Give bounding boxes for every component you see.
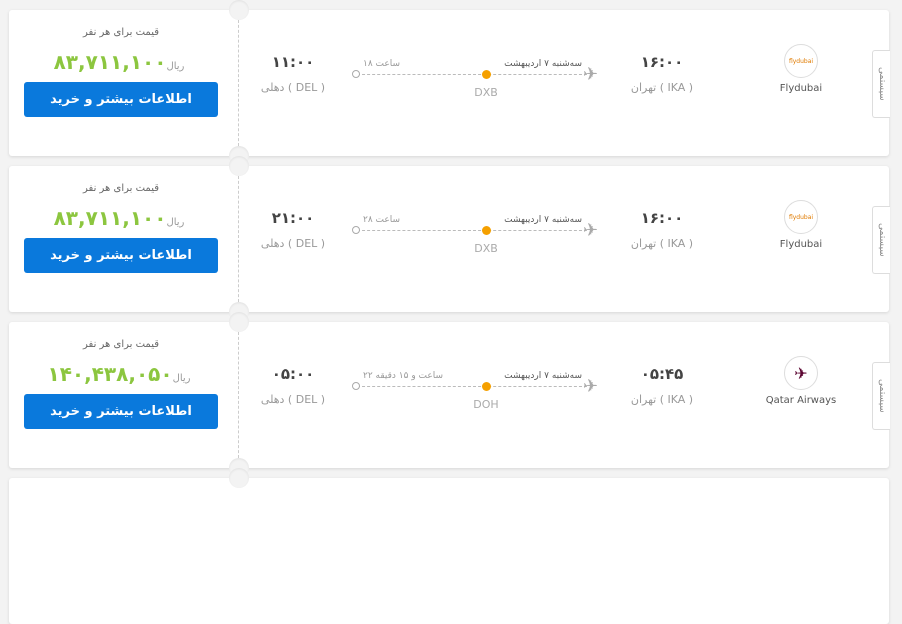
airline-name: Flydubai (779, 83, 823, 94)
destination-dot (352, 226, 360, 234)
flight-card: قیمت برای هر نفر ریال۸۳,۷۱۱,۱۰۰ اطلاعات … (9, 156, 890, 322)
arrival-city: دهلی ( DEL ) (260, 393, 326, 406)
flight-date: سه‌شنبه ۷ اردیبهشت (504, 371, 582, 381)
duration: ۲۲ ساعت و ۱۵ دقیقه (363, 371, 444, 381)
ticket-notch (229, 156, 249, 176)
duration: ۲۸ ساعت (363, 215, 401, 225)
arrival-city: دهلی ( DEL ) (260, 237, 326, 250)
price: ریال۸۳,۷۱۱,۱۰۰ (24, 206, 218, 230)
stop-dot (482, 382, 491, 391)
flight-date: سه‌شنبه ۷ اردیبهشت (504, 215, 582, 225)
route-line (357, 230, 587, 231)
route-line (357, 386, 587, 387)
price-value: ۱۴۰,۴۳۸,۰۵۰ (47, 362, 173, 386)
airline-name: Flydubai (779, 239, 823, 250)
arrival-city: دهلی ( DEL ) (260, 81, 326, 94)
departure-city: تهران ( IKA ) (630, 81, 694, 94)
airline-name: Qatar Airways (765, 395, 837, 406)
stop-code: DXB (474, 242, 498, 255)
airline-logo: flydubai (784, 44, 818, 78)
per-person-label: قیمت برای هر نفر (83, 183, 159, 194)
buy-button[interactable]: اطلاعات بیشتر و خرید (24, 82, 218, 117)
flight-card-partial (9, 468, 889, 624)
price-value: ۸۳,۷۱۱,۱۰۰ (53, 50, 167, 74)
arrival-time: ۲۱:۰۰ (271, 209, 315, 227)
departure-time: ۰۵:۴۵ (640, 365, 684, 383)
departure-city: تهران ( IKA ) (630, 393, 694, 406)
ticket-notch (229, 312, 249, 332)
airline-logo: flydubai (784, 200, 818, 234)
ticket-divider (238, 332, 239, 458)
stop-dot (482, 226, 491, 235)
price: ریال۸۳,۷۱۱,۱۰۰ (24, 50, 218, 74)
departure-city: تهران ( IKA ) (630, 237, 694, 250)
plane-icon: ✈ (583, 376, 599, 397)
system-tab[interactable]: سیستمی (872, 50, 890, 118)
stop-code: DXB (474, 86, 498, 99)
ticket-divider (238, 176, 239, 302)
flight-date: سه‌شنبه ۷ اردیبهشت (504, 59, 582, 69)
buy-button[interactable]: اطلاعات بیشتر و خرید (24, 394, 218, 429)
destination-dot (352, 70, 360, 78)
plane-icon: ✈ (583, 64, 599, 85)
flight-card: قیمت برای هر نفر ریال۸۳,۷۱۱,۱۰۰ اطلاعات … (9, 0, 890, 166)
stop-dot (482, 70, 491, 79)
plane-icon: ✈ (583, 220, 599, 241)
arrival-time: ۱۱:۰۰ (271, 53, 315, 71)
stop-code: DOH (473, 398, 499, 411)
departure-time: ۱۶:۰۰ (640, 209, 684, 227)
system-tab[interactable]: سیستمی (872, 362, 890, 430)
destination-dot (352, 382, 360, 390)
ticket-notch (229, 0, 249, 20)
departure-time: ۱۶:۰۰ (640, 53, 684, 71)
route-line (357, 74, 587, 75)
currency: ریال (166, 217, 185, 228)
arrival-time: ۰۵:۰۰ (271, 365, 315, 383)
per-person-label: قیمت برای هر نفر (83, 27, 159, 38)
price: ریال۱۴۰,۴۳۸,۰۵۰ (24, 362, 218, 386)
flight-card: قیمت برای هر نفر ریال۱۴۰,۴۳۸,۰۵۰ اطلاعات… (9, 312, 890, 478)
currency: ریال (172, 373, 191, 384)
duration: ۱۸ ساعت (363, 59, 401, 69)
currency: ریال (166, 61, 185, 72)
ticket-divider (238, 20, 239, 146)
system-tab[interactable]: سیستمی (872, 206, 890, 274)
buy-button[interactable]: اطلاعات بیشتر و خرید (24, 238, 218, 273)
airline-logo: ✈ (784, 356, 818, 390)
per-person-label: قیمت برای هر نفر (83, 339, 159, 350)
price-value: ۸۳,۷۱۱,۱۰۰ (53, 206, 167, 230)
